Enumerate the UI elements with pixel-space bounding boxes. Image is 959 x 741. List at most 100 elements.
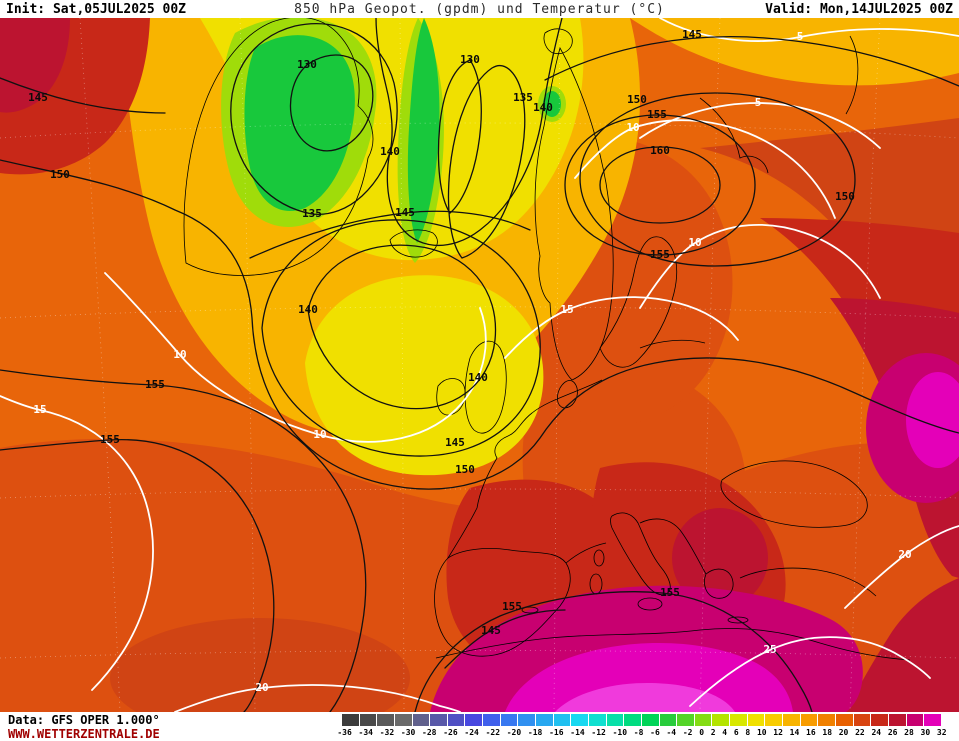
- geopotential-contour-label: 135: [302, 207, 322, 220]
- colorbar-tick: 26: [887, 728, 898, 737]
- colorbar-segment: [730, 714, 747, 726]
- gulf-of-finland-coast: [639, 339, 706, 349]
- colorbar-segment: [394, 714, 412, 726]
- header-bar: Init: Sat,05JUL2025 00Z 850 hPa Geopot. …: [0, 0, 959, 18]
- black-sea-coast: [720, 460, 868, 528]
- geopotential-contour-labels: 130 1301351401351401451401401451501451501…: [28, 28, 855, 637]
- temperature-contour-label: 10: [313, 428, 326, 441]
- turkey-coast: [739, 567, 877, 597]
- geopotential-contour-label: 140: [533, 101, 553, 114]
- geopotential-contour-label: 145: [395, 206, 415, 219]
- denmark-coast: [556, 380, 578, 409]
- colorbar-tick: -24: [464, 728, 479, 737]
- corsica-coast: [593, 549, 605, 567]
- colorbar-tick: 30: [920, 728, 931, 737]
- colorbar-segment: [447, 714, 465, 726]
- page-title: 850 hPa Geopot. (gpdm) und Temperatur (°…: [294, 2, 665, 17]
- valid-time-label: Valid: Mon,14JUL2025 00Z: [765, 2, 953, 17]
- colorbar-tick: -22: [485, 728, 501, 737]
- temperature-colorbar-ticks: -36 -34 -32 -30 -28 -26 -24 -22 -20 -18 -16 -14 -12-…: [334, 728, 950, 738]
- colorbar-tick: -36: [337, 728, 352, 737]
- colorbar-segment: [500, 714, 518, 726]
- colorbar-tick: -4: [666, 728, 677, 737]
- website-label: WWW.WETTERZENTRALE.DE: [8, 727, 160, 741]
- colorbar-segment: [924, 714, 941, 726]
- crete-coast: [727, 616, 749, 624]
- colorbar-segment: [747, 714, 765, 726]
- colorbar-segment: [606, 714, 624, 726]
- novaya-zemlya-coast: [845, 35, 859, 115]
- temperature-contour-label: 10: [626, 121, 639, 134]
- baltic-coast: [599, 236, 678, 368]
- colorbar-segment: [641, 714, 659, 726]
- greece-coast: [704, 568, 734, 599]
- geopotential-contour-label: 145: [445, 436, 465, 449]
- data-source-label: Data: GFS OPER 1.000°: [8, 713, 160, 727]
- colorbar-tick: -10: [612, 728, 628, 737]
- colorbar-tick: -34: [358, 728, 373, 737]
- colorbar-segment: [712, 714, 730, 726]
- temperature-contours: [0, 18, 959, 712]
- colorbar-segment: [412, 714, 430, 726]
- geopotential-contour-label: 130: [297, 58, 317, 71]
- colorbar-segment: [694, 714, 712, 726]
- colorbar-tick: -32: [379, 728, 395, 737]
- colorbar-segment: [888, 714, 906, 726]
- adriatic-coast: [639, 518, 707, 575]
- colorbar-segment: [483, 714, 500, 726]
- colorbar-tick: 4: [722, 728, 728, 737]
- colorbar-segment: [359, 714, 377, 726]
- west-europe-coast: [447, 379, 603, 559]
- geopotential-contour-label: 135: [513, 91, 533, 104]
- colorbar-tick: -2: [682, 728, 693, 737]
- geopotential-contour-label: 150: [455, 463, 475, 476]
- colorbar-tick: -18: [527, 728, 543, 737]
- iberia-coast: [434, 548, 571, 657]
- colorbar-segment: [571, 714, 588, 726]
- colorbar-tick: 18: [822, 728, 833, 737]
- geopotential-contour-label: 130: [460, 53, 480, 66]
- colorbar-segment: [377, 714, 394, 726]
- colorbar-tick: 22: [855, 728, 865, 737]
- temperature-contour-label: 15: [560, 303, 573, 316]
- temperature-colorbar: [342, 714, 942, 726]
- geopotential-contour-label: 150: [627, 93, 647, 106]
- geopotential-contour-label: 155: [647, 108, 667, 121]
- colorbar-tick: -12: [591, 728, 606, 737]
- colorbar-tick: 2: [710, 728, 716, 737]
- temperature-fill-layers: [0, 18, 959, 712]
- colorbar-segment: [536, 714, 553, 726]
- colorbar-tick: -6: [650, 728, 660, 737]
- colorbar-tick: -26: [443, 728, 458, 737]
- colorbar-segment: [342, 714, 359, 726]
- colorbar-segment: [588, 714, 606, 726]
- south-france-coast: [565, 542, 607, 564]
- north-africa-coast: [435, 628, 911, 661]
- colorbar-segment: [853, 714, 871, 726]
- geopotential-contour-label: 140: [298, 303, 318, 316]
- graticule: [0, 18, 959, 712]
- colorbar-tick: 24: [871, 728, 882, 737]
- colorbar-tick: -14: [570, 728, 585, 737]
- colorbar-tick: -16: [549, 728, 564, 737]
- colorbar-tick: 8: [745, 728, 751, 737]
- geopotential-contour-label: 155: [502, 600, 522, 613]
- temperature-contour-labels: 5 5 10 10 10 10 15 15 20 20 25: [33, 30, 911, 694]
- temperature-contour-label: 10: [688, 236, 701, 249]
- geopotential-contour-label: 155: [100, 433, 120, 446]
- colorbar-segment: [800, 714, 818, 726]
- colorbar-tick: 16: [806, 728, 816, 737]
- colorbar-segment: [677, 714, 694, 726]
- geopotential-contour-label: 145: [682, 28, 702, 41]
- geopotential-contour-label: 155: [660, 586, 680, 599]
- colorbar-segment: [553, 714, 571, 726]
- scandinavia-coast: [534, 46, 614, 381]
- colorbar-tick: -8: [633, 728, 644, 737]
- init-time-label: Init: Sat,05JUL2025 00Z: [6, 2, 187, 17]
- colorbar-segment: [765, 714, 783, 726]
- colorbar-segment: [835, 714, 853, 726]
- colorbar-tick: 28: [904, 728, 914, 737]
- balearics-coast: [521, 606, 539, 614]
- temperature-contour-label: 25: [763, 643, 776, 656]
- footer-bar: Data: GFS OPER 1.000° WWW.WETTERZENTRALE…: [0, 712, 959, 741]
